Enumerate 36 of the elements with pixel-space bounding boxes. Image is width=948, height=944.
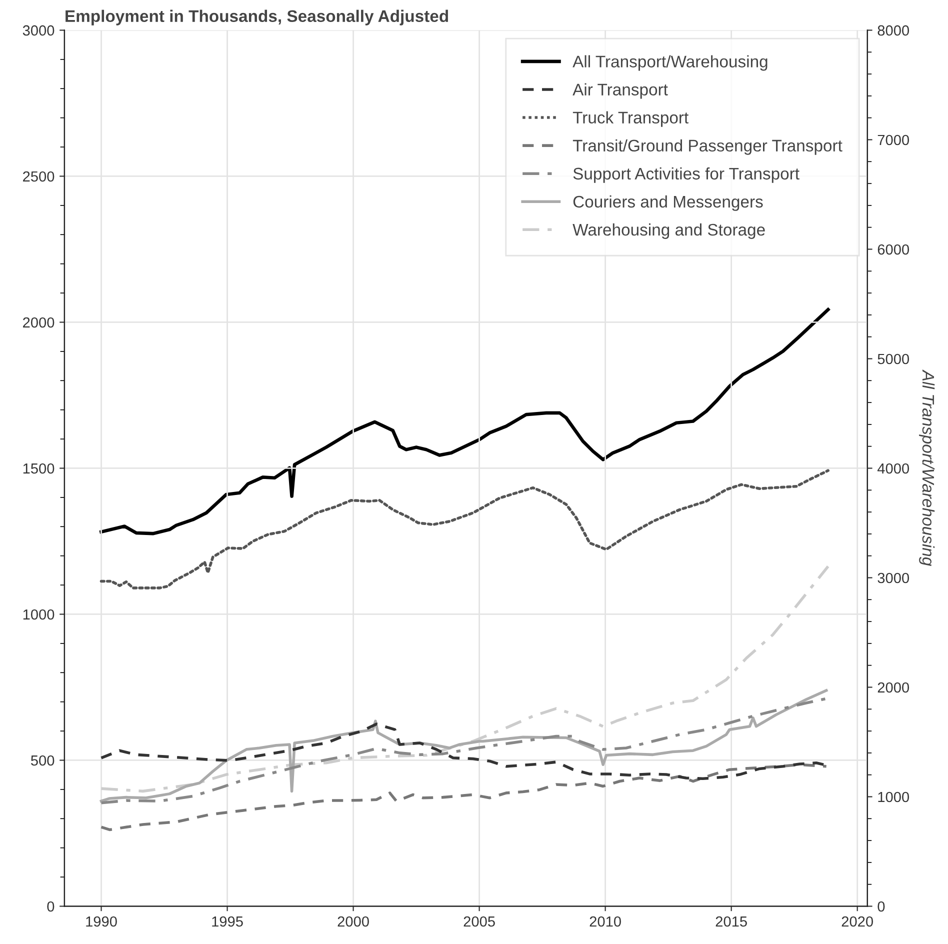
- x-tick-label: 2000: [338, 916, 369, 927]
- y-tick-label: 1500: [23, 463, 54, 474]
- y2-tick-label: 4000: [877, 463, 910, 474]
- y2-tick-label: 3000: [878, 572, 910, 584]
- y-tick-label: 2500: [23, 171, 54, 182]
- legend-label: Warehousing and Storage: [572, 223, 765, 239]
- legend-label: Air Transport: [572, 83, 668, 99]
- y2-tick-label: 0: [878, 901, 885, 912]
- x-tick-label: 2020: [842, 916, 873, 927]
- legend-label: Transit/Ground Passenger Transport: [572, 139, 842, 155]
- legend-label: Truck Transport: [572, 111, 689, 127]
- line-series: [100, 308, 830, 536]
- y2-tick-label: 8000: [878, 25, 910, 36]
- x-tick-label: 2015: [716, 916, 747, 927]
- y2-tick-label: 5000: [878, 354, 910, 364]
- y-tick-label: 0: [47, 901, 54, 912]
- y2-tick-label: 7000: [878, 134, 910, 146]
- line-series: [100, 564, 830, 793]
- legend-label: Couriers and Messengers: [573, 195, 763, 211]
- chart-title: Employment in Thousands, Seasonally Adjusted: [66, 10, 448, 26]
- y2-tick-label: 6000: [878, 244, 910, 255]
- y-tick-label: 500: [30, 755, 54, 766]
- x-tick-label: 2005: [464, 916, 495, 927]
- x-tick-label: 2010: [590, 916, 621, 927]
- x-tick-label: 1995: [212, 916, 243, 927]
- y-tick-label: 2000: [23, 317, 54, 328]
- legend-label: All Transport/Warehousing: [572, 55, 768, 71]
- legend-label: Support Activities for Transport: [573, 167, 800, 183]
- x-tick-label: 1990: [86, 916, 117, 927]
- line-series: [100, 469, 830, 590]
- y2-axis-title: All Transport/Warehousing: [919, 370, 935, 566]
- line-series: [100, 763, 828, 832]
- y-tick-label: 1000: [23, 609, 54, 620]
- y-tick-label: 3000: [22, 25, 54, 36]
- y2-tick-label: 2000: [878, 682, 910, 693]
- y2-tick-label: 1000: [878, 792, 910, 802]
